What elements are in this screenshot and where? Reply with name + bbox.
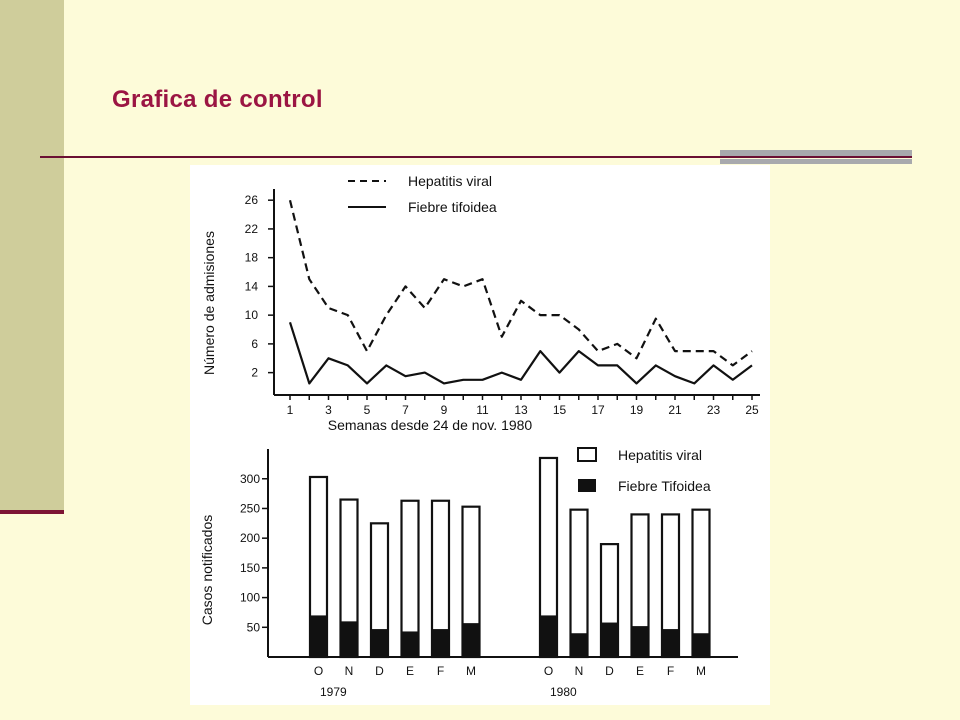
bar-category-label: F [667,664,674,678]
line-x-tick-label: 23 [707,403,721,417]
bar-tifoidea [692,633,710,657]
bar-category-label: M [696,664,706,678]
line-x-tick-label: 15 [553,403,567,417]
chart-svg: Hepatitis viral Fiebre tifoidea Número d… [199,173,760,699]
bar-y-tick-label: 100 [240,591,260,605]
bar-chart: 50 100 150 200 250 300 O N D E F M O N D E F M [240,449,738,678]
legend-white-swatch [577,447,597,462]
bar-category-label: F [437,664,444,678]
bar-category-label: E [636,664,644,678]
bar-tifoidea [540,615,557,657]
left-sidebar-bar [0,0,64,510]
header-rule [40,156,912,158]
legend-bar-tifoidea-label: Fiebre Tifoidea [618,478,711,494]
legend-black-swatch [578,479,596,492]
line-y-tick-label: 22 [245,222,259,236]
line-y-tick-label: 26 [245,193,259,207]
chart-figure: Hepatitis viral Fiebre tifoidea Número d… [190,165,770,705]
line-legend: Hepatitis viral Fiebre tifoidea [348,173,497,215]
line-x-tick-label: 7 [402,403,409,417]
bar-y-tick-label: 250 [240,501,260,515]
bar-tifoidea [601,622,618,657]
bar-tifoidea [432,629,449,657]
line-x-tick-label: 25 [745,403,759,417]
line-y-axis-label: Número de admisiones [201,231,217,375]
bar-category-label: N [575,664,584,678]
line-x-tick-label: 1 [287,403,294,417]
line-y-tick-label: 6 [251,337,258,351]
line-y-tick-label: 2 [251,366,258,380]
legend-tifoidea-label: Fiebre tifoidea [408,199,497,215]
page-title: Grafica de control [112,86,323,113]
line-x-tick-label: 3 [325,403,332,417]
line-x-tick-label: 17 [591,403,605,417]
line-x-tick-label: 11 [476,403,489,417]
line-y-tick-label: 10 [245,308,259,322]
left-sidebar-edge [0,510,64,514]
line-x-tick-label: 9 [441,403,448,417]
bar-category-label: E [406,664,414,678]
bar-category-label: M [466,664,476,678]
line-y-tick-label: 18 [245,251,259,265]
series-hepatitis-line [288,199,753,367]
bar-y-tick-label: 50 [247,620,261,634]
bar-tifoidea [570,633,588,657]
bar-tifoidea [340,621,358,657]
line-x-tick-label: 5 [364,403,371,417]
bar-category-label: D [605,664,614,678]
bar-tifoidea [310,615,327,657]
bar-category-label: N [345,664,354,678]
line-x-tick-label: 21 [668,403,682,417]
bar-category-label: O [314,664,323,678]
bar-tifoidea [371,629,388,657]
bar-category-label: D [375,664,384,678]
bar-tifoidea [401,631,419,657]
bar-group-1980-label: 1980 [550,685,577,699]
line-x-tick-label: 13 [514,403,528,417]
legend-hepatitis-label: Hepatitis viral [408,173,492,189]
bar-group-1979-label: 1979 [320,685,347,699]
series-tifoidea-line [288,321,753,385]
bar-category-label: O [544,664,553,678]
bar-y-axis-label: Casos notificados [199,515,215,626]
line-y-tick-label: 14 [245,279,259,293]
bar-tifoidea [662,629,679,657]
bar-y-tick-label: 200 [240,531,260,545]
line-x-axis-label: Semanas desde 24 de nov. 1980 [328,417,533,433]
bar-tifoidea [631,626,649,657]
bar-y-tick-label: 150 [240,561,260,575]
legend-bar-hepatitis-label: Hepatitis viral [618,447,702,463]
line-x-tick-label: 19 [630,403,644,417]
bar-legend: Hepatitis viral Fiebre Tifoidea [577,447,711,494]
bar-y-tick-label: 300 [240,472,260,486]
bar-tifoidea [462,623,480,657]
